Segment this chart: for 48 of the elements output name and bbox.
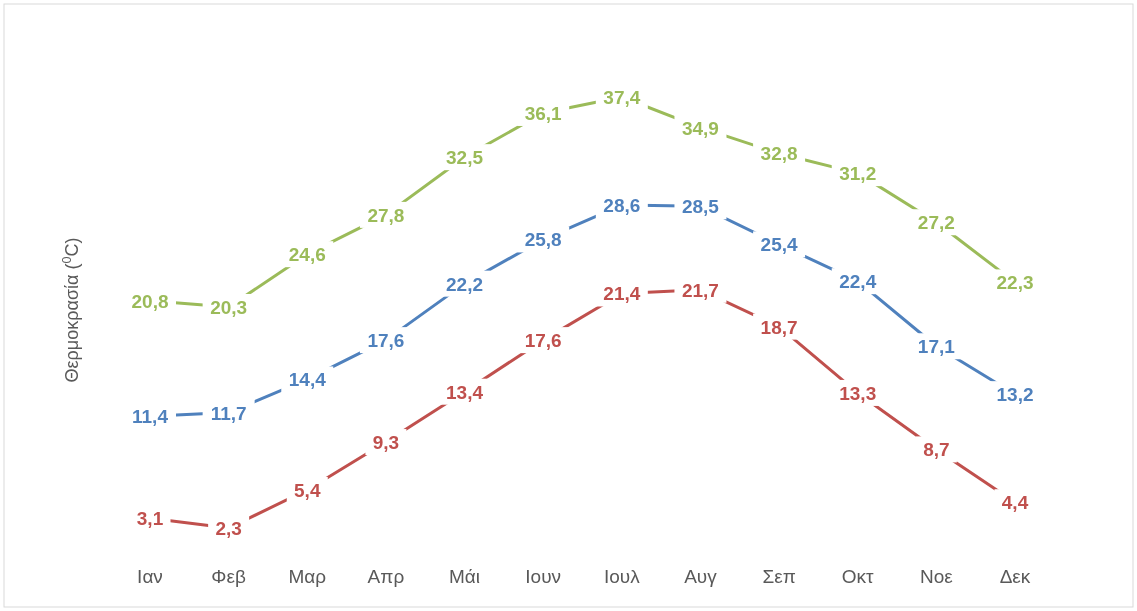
data-label: 17,6	[367, 330, 405, 352]
x-tick-label: Μάι	[449, 566, 481, 587]
data-label: 27,2	[917, 212, 955, 234]
data-label: 13,3	[839, 382, 877, 404]
data-label: 21,7	[681, 279, 719, 301]
data-label: 32,8	[760, 143, 798, 165]
x-tick-label: Ιουν	[525, 566, 562, 587]
data-label: 20,3	[210, 296, 248, 318]
data-label: 17,1	[917, 336, 956, 358]
data-label: 24,6	[288, 244, 326, 266]
data-label: 4,4	[1001, 492, 1029, 514]
data-label: 28,5	[681, 196, 720, 218]
data-label: 34,9	[681, 117, 719, 139]
data-label: 14,4	[288, 369, 327, 391]
data-label: 37,4	[603, 87, 641, 108]
data-label: 25,4	[760, 234, 799, 256]
x-tick-label: Μαρ	[288, 566, 327, 587]
data-label: 2,3	[215, 518, 242, 539]
data-label: 21,4	[603, 283, 641, 305]
data-label: 5,4	[294, 479, 321, 501]
x-tick-label: Νοε	[919, 566, 954, 587]
data-label: 13,4	[446, 381, 484, 403]
x-tick-label: Δεκ	[999, 566, 1031, 587]
data-label: 32,5	[446, 147, 484, 169]
data-label: 8,7	[923, 439, 950, 461]
data-label: 36,1	[524, 102, 563, 124]
data-label: 27,8	[367, 204, 405, 226]
data-label: 22,4	[839, 271, 877, 293]
data-label: 13,2	[996, 384, 1034, 406]
x-tick-label: Αυγ	[684, 566, 718, 587]
data-label: 22,2	[446, 273, 484, 295]
data-label: 3,1	[136, 508, 164, 530]
data-label: 18,7	[760, 316, 798, 338]
data-label: 17,6	[524, 330, 562, 352]
x-tick-label: Απρ	[367, 566, 405, 587]
data-label: 20,8	[131, 290, 169, 312]
data-label: 9,3	[372, 432, 400, 454]
data-label: 25,8	[524, 229, 562, 251]
data-label: 11,7	[210, 402, 247, 424]
x-tick-label: Φεβ	[211, 566, 246, 587]
x-tick-label: Ιαν	[137, 566, 163, 587]
data-label: 28,6	[603, 195, 641, 217]
data-label: 11,4	[132, 406, 169, 428]
x-tick-label: Ιουλ	[603, 566, 641, 587]
data-label: 22,3	[996, 272, 1034, 294]
data-label: 31,2	[839, 163, 877, 185]
x-tick-label: Σεπ	[762, 566, 796, 587]
x-tick-label: Οκτ	[841, 566, 875, 587]
